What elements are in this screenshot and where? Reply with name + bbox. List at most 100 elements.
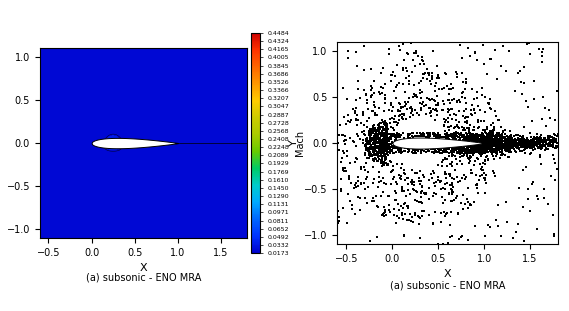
Point [422,134,431,139]
Point [551,177,560,182]
Point [447,183,456,188]
Point [505,140,514,145]
Point [503,148,512,153]
Point [480,133,489,138]
Point [378,142,387,147]
Point [524,141,533,146]
Point [483,126,492,131]
Point [432,132,441,137]
Point [492,146,501,151]
Point [339,169,348,174]
Point [366,94,375,99]
Point [506,142,516,147]
Point [401,178,410,183]
Point [464,148,473,153]
Point [481,141,490,146]
Point [428,168,438,173]
Point [463,121,472,126]
Point [456,154,465,159]
Point [394,150,403,155]
Point [364,129,373,134]
Point [521,146,530,151]
Point [378,142,387,147]
Point [378,176,387,181]
Point [375,137,384,142]
Point [399,58,408,63]
Point [391,132,400,137]
Point [472,186,481,191]
Point [485,56,494,61]
Point [546,141,555,146]
Point [525,140,534,145]
Point [493,135,502,140]
Point [413,189,422,194]
Point [432,180,441,185]
Point [518,137,527,142]
Point [370,79,379,84]
Point [455,151,464,156]
Point [374,169,384,174]
Point [414,222,423,227]
Point [484,150,493,155]
Point [477,146,486,151]
Point [485,139,494,144]
Point [381,92,390,97]
Point [488,131,497,136]
Point [374,155,383,160]
Point [545,135,554,140]
Point [468,146,477,151]
Point [381,134,390,139]
Point [341,138,350,143]
Point [374,132,384,137]
Point [507,139,516,144]
Point [333,208,343,213]
Point [486,143,496,148]
Point [488,132,497,137]
Point [538,46,547,51]
Point [370,148,379,153]
Point [535,138,544,143]
Point [477,136,486,141]
Point [446,112,455,117]
Point [460,137,469,142]
Point [438,164,447,169]
Point [364,148,373,153]
Point [418,55,427,60]
Point [476,145,485,150]
Point [497,136,506,141]
Point [533,197,542,202]
Point [402,68,411,73]
Point [531,141,540,146]
Point [361,144,370,149]
Point [390,138,399,143]
Point [472,57,481,62]
Point [410,211,419,216]
Point [448,185,457,190]
Point [500,131,509,136]
Point [363,155,372,160]
Point [370,156,380,161]
Point [397,166,406,171]
Point [503,146,512,151]
Point [389,151,398,156]
Point [372,144,381,149]
Point [480,148,489,153]
Point [399,113,409,118]
Point [381,137,390,142]
Point [517,137,526,142]
Point [370,79,379,84]
Point [393,146,402,151]
Point [502,143,512,148]
Point [502,147,511,152]
Point [403,150,413,155]
Point [375,146,384,151]
Point [483,138,492,143]
Point [528,146,537,151]
Point [423,147,432,152]
Point [508,144,517,149]
Point [450,146,459,151]
Point [364,133,373,138]
Point [483,143,492,148]
Point [501,141,510,146]
Point [536,137,545,142]
